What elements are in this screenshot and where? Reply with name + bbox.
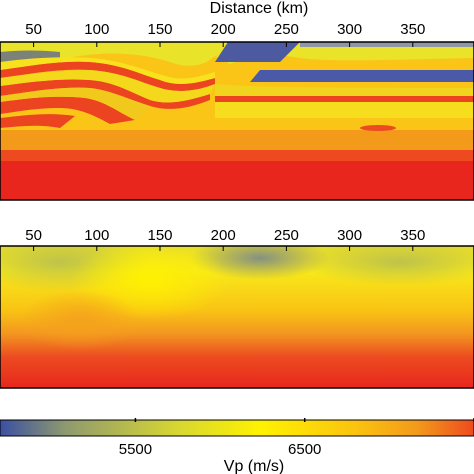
colorbar-ticks: 5500650075	[119, 418, 474, 458]
top-right-grey-cap	[300, 42, 474, 47]
top-x-tick-label: 350	[400, 21, 425, 38]
colorbar-frame	[0, 419, 474, 437]
bottom-x-tick-label: 150	[147, 227, 172, 244]
top-lower-crust	[0, 130, 474, 150]
bottom-x-tick-label: 350	[400, 227, 425, 244]
bottom-panel	[0, 246, 474, 388]
top-x-tick-label: 200	[211, 21, 236, 38]
colorbar-label: Vp (m/s)	[224, 458, 284, 474]
bottom-blob-orange	[20, 290, 140, 350]
top-fold-yellow-1	[0, 57, 215, 84]
top-x-tick-label: 100	[84, 21, 109, 38]
bottom-x-tick-label: 200	[211, 227, 236, 244]
top-lens	[360, 125, 396, 131]
top-right-blue-layer	[250, 70, 474, 82]
top-x-tick-label: 300	[337, 21, 362, 38]
top-right-yellow-2	[215, 84, 474, 96]
top-right-red-band	[215, 96, 474, 102]
top-deep-layer	[0, 150, 474, 161]
colorbar-tick-label: 6500	[288, 441, 321, 458]
bottom-blob-right	[300, 246, 474, 286]
top-thrust-band-3	[0, 96, 135, 124]
colorbar	[0, 420, 474, 436]
top-right-orange	[150, 118, 474, 130]
bottom-x-tick-label: 50	[25, 227, 42, 244]
top-thrust-band-1	[0, 61, 215, 91]
bottom-x-tick-label: 300	[337, 227, 362, 244]
colorbar-tick-label: 5500	[119, 441, 152, 458]
bottom-frame	[0, 245, 474, 389]
top-panel	[0, 42, 474, 200]
top-frame	[0, 41, 474, 201]
top-x-tick-label: 50	[25, 21, 42, 38]
top-thrust-band-4	[0, 114, 75, 128]
top-fold-yellow-2	[0, 70, 215, 103]
top-thrust-band-2	[0, 79, 210, 109]
top-x-tick-label: 150	[147, 21, 172, 38]
top-right-yellow-3	[215, 102, 474, 118]
bottom-x-tick-label: 100	[84, 227, 109, 244]
top-halfspace	[0, 160, 474, 200]
top-x-ticks: 501001502002503003504	[25, 21, 425, 47]
bottom-x-ticks: 501001502002503003504	[25, 227, 425, 251]
top-fold-yellow-3	[0, 87, 150, 120]
top-x-axis-title: Distance (km)	[210, 0, 309, 17]
top-right-blue-wedge	[215, 42, 300, 62]
top-x-tick-label: 250	[274, 21, 299, 38]
bottom-x-tick-label: 250	[274, 227, 299, 244]
